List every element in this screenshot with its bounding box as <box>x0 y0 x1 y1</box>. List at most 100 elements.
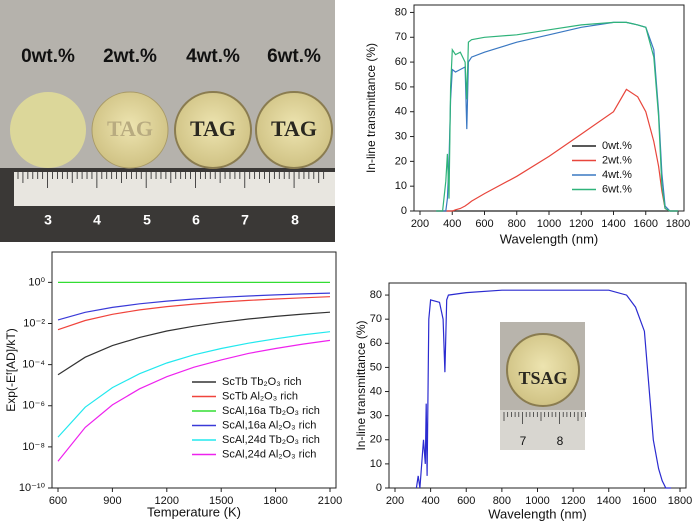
x-tick-label: 1400 <box>601 218 625 230</box>
y-tick-label: 20 <box>370 434 382 446</box>
ruler-number: 4 <box>93 212 101 228</box>
y-tick-label: 50 <box>395 81 407 93</box>
legend-label: ScAl,24d Al₂O₃ rich <box>222 448 316 460</box>
series-line <box>57 311 331 376</box>
y-tick-label: 80 <box>370 289 382 301</box>
y-tick-label: 10 <box>370 458 382 470</box>
legend-label: ScAl,16a Al₂O₃ rich <box>222 419 316 431</box>
y-tick-label: 10⁻⁶ <box>22 400 45 412</box>
y-tick-label: 40 <box>370 385 382 397</box>
y-tick-label: 0 <box>401 205 407 217</box>
disc <box>10 92 86 168</box>
y-tick-label: 60 <box>370 337 382 349</box>
chart: 200 400 600 800 1000 1200 1400 1600 1800 0 10 20 30 4… <box>354 282 692 521</box>
disc-text: TSAG <box>518 368 567 388</box>
x-tick-label: 1800 <box>668 495 692 507</box>
x-tick-label: 1200 <box>569 218 593 230</box>
disc-text: TAG <box>107 116 153 141</box>
series-line <box>436 21 678 212</box>
x-tick-label: 900 <box>103 495 121 507</box>
y-tick-label: 40 <box>395 106 407 118</box>
ruler-number: 8 <box>557 434 564 448</box>
y-axis-label: In-line transmittance (%) <box>354 320 368 450</box>
x-tick-label: 1200 <box>561 495 585 507</box>
series-line <box>415 289 672 489</box>
x-tick-label: 600 <box>475 218 493 230</box>
y-tick-label: 10⁻¹⁰ <box>19 482 46 494</box>
y-tick-label: 10⁻⁴ <box>22 359 45 371</box>
y-tick-label: 70 <box>370 313 382 325</box>
x-axis-label: Wavelength (nm) <box>500 231 599 246</box>
y-tick-label: 30 <box>370 410 382 422</box>
series-line <box>57 292 331 321</box>
photo: 0wt.% 2wt.% 4wt.% 6wt.% TAG TAG TAG 3 4 … <box>0 0 335 242</box>
x-tick-label: 1800 <box>666 218 690 230</box>
x-tick-label: 1200 <box>155 495 179 507</box>
disc <box>255 91 333 169</box>
ruler-number: 7 <box>241 212 249 228</box>
x-tick-label: 1500 <box>209 495 233 507</box>
legend-label: 6wt.% <box>602 183 632 195</box>
disc <box>91 91 169 169</box>
y-axis-label: Exp(-Eᶠ[AD]/kT) <box>4 328 18 411</box>
legend-label: ScAl,16a Tb₂O₃ rich <box>222 405 320 417</box>
ruler-number: 6 <box>192 212 200 228</box>
chart: 600 900 1200 1500 1800 2100 10⁻¹⁰ 10⁻⁸ 10⁻⁶ 10⁻⁴ 1… <box>4 251 342 519</box>
disc <box>506 333 580 407</box>
legend-label: ScTb Tb₂O₃ rich <box>222 376 301 388</box>
y-tick-label: 10⁻² <box>23 317 45 329</box>
disc-text: TAG <box>271 116 317 141</box>
x-tick-label: 400 <box>421 495 439 507</box>
y-tick-label: 0 <box>376 482 382 494</box>
x-tick-label: 400 <box>443 218 461 230</box>
ruler-number: 7 <box>520 434 527 448</box>
x-tick-label: 1400 <box>597 495 621 507</box>
charts: 200 400 600 800 1000 1200 1400 1600 180001020304… <box>4 4 692 521</box>
x-axis-label: Temperature (K) <box>147 504 241 519</box>
y-axis-label: In-line transmittance (%) <box>364 43 378 173</box>
plot-frame <box>51 251 337 489</box>
legend-label: ScAl,24d Tb₂O₃ rich <box>222 434 320 446</box>
series-line <box>436 88 678 212</box>
x-tick-label: 200 <box>386 495 404 507</box>
x-tick-label: 800 <box>493 495 511 507</box>
legend-label: ScTb Al₂O₃ rich <box>222 390 298 402</box>
x-tick-label: 600 <box>457 495 475 507</box>
sample-label: 4wt.% <box>186 46 240 67</box>
x-tick-label: 800 <box>508 218 526 230</box>
x-tick-label: 1600 <box>634 218 658 230</box>
x-tick-label: 1000 <box>537 218 561 230</box>
sample-label: 6wt.% <box>267 46 321 67</box>
x-tick-label: 1600 <box>632 495 656 507</box>
inset-photo: TSAG 7 8 <box>500 322 586 450</box>
chart: 200 400 600 800 1000 1200 1400 1600 1800 0 10 20 30 4… <box>364 4 690 246</box>
y-tick-label: 10⁻⁸ <box>22 441 45 453</box>
ruler-number: 5 <box>143 212 151 228</box>
x-tick-label: 1800 <box>263 495 287 507</box>
y-tick-label: 50 <box>370 361 382 373</box>
series-line <box>57 331 331 438</box>
inset-ruler <box>500 410 585 450</box>
ruler-ticks <box>17 172 325 188</box>
x-tick-label: 2100 <box>318 495 342 507</box>
x-tick-label: 600 <box>49 495 67 507</box>
ruler-number: 8 <box>291 212 299 228</box>
disc-text: TAG <box>190 116 236 141</box>
x-axis-label: Wavelength (nm) <box>488 506 587 521</box>
sample-label: 0wt.% <box>21 46 75 67</box>
y-tick-label: 70 <box>395 31 407 43</box>
legend-label: 2wt.% <box>602 154 632 166</box>
y-tick-label: 80 <box>395 6 407 18</box>
series-line <box>57 296 331 331</box>
legend-label: 0wt.% <box>602 140 632 152</box>
ruler-number: 3 <box>44 212 52 228</box>
y-tick-label: 20 <box>395 155 407 167</box>
series-line <box>436 21 678 212</box>
y-tick-label: 60 <box>395 56 407 68</box>
series-line <box>57 339 331 462</box>
sample-label: 2wt.% <box>103 46 157 67</box>
x-tick-label: 200 <box>411 218 429 230</box>
inset-ruler-ticks <box>503 412 586 424</box>
y-tick-label: 30 <box>395 130 407 142</box>
